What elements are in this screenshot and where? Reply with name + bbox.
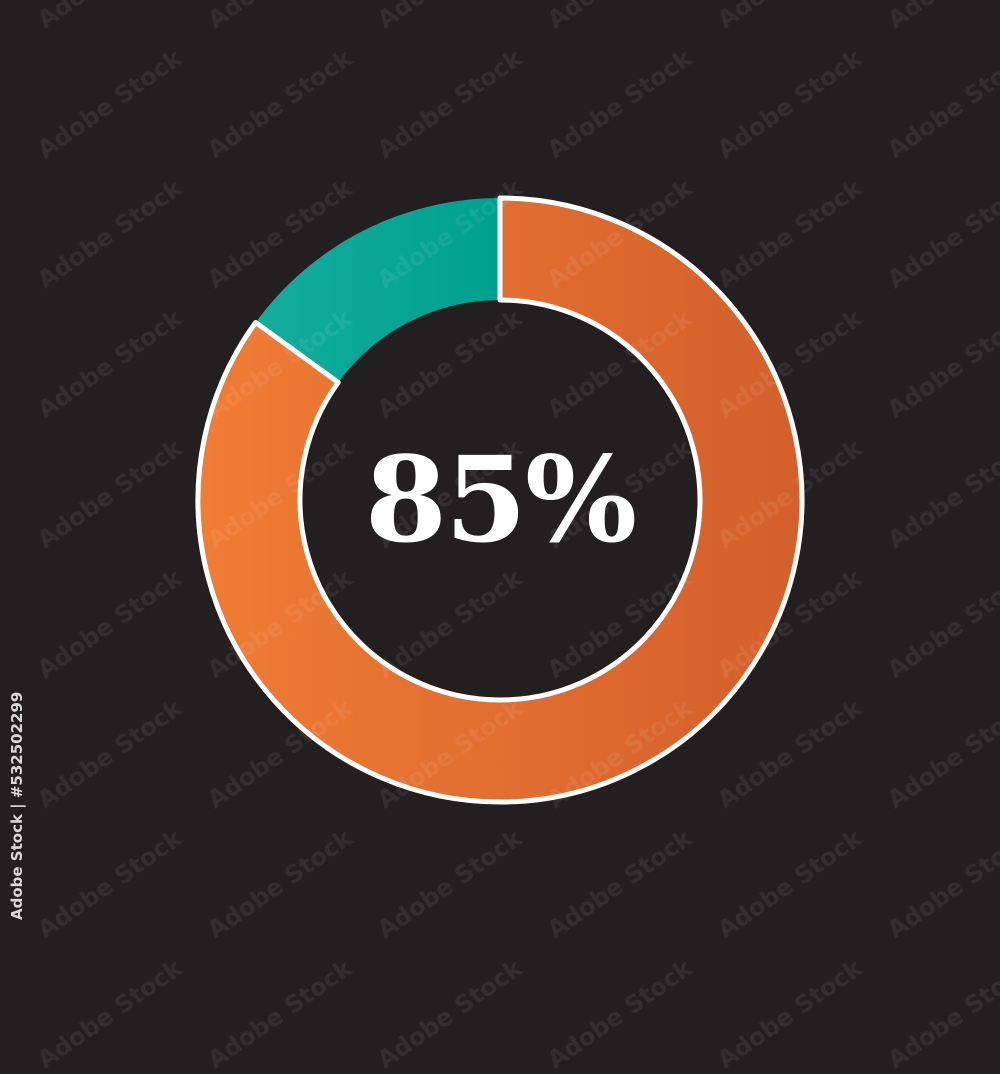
center-percentage-label: 85% <box>364 430 637 569</box>
donut-segment-remainder <box>255 198 500 383</box>
donut-chart <box>195 195 805 805</box>
stock-id-text: Adobe Stock | #532502299 <box>8 691 26 920</box>
donut-segment-primary <box>195 195 805 805</box>
